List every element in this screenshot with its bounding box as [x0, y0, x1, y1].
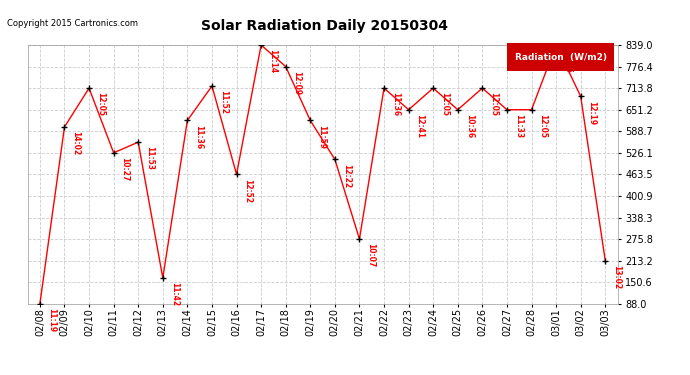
Text: 12:41: 12:41: [415, 114, 424, 138]
Text: 12:05: 12:05: [440, 92, 449, 116]
Text: 11:42: 11:42: [170, 282, 179, 306]
Text: 11:36: 11:36: [391, 92, 400, 116]
Text: 12:19: 12:19: [588, 100, 597, 124]
Text: 13:02: 13:02: [612, 265, 621, 289]
Text: 10:36: 10:36: [465, 114, 474, 138]
Text: 12:05: 12:05: [96, 92, 105, 116]
Text: 11:52: 11:52: [219, 90, 228, 114]
Text: Radiation  (W/m2): Radiation (W/m2): [515, 53, 607, 62]
Text: 12:05: 12:05: [538, 114, 547, 138]
Text: 12:09: 12:09: [293, 71, 302, 95]
Text: 12:14: 12:14: [268, 49, 277, 73]
Text: Solar Radiation Daily 20150304: Solar Radiation Daily 20150304: [201, 19, 448, 33]
Text: 10:07: 10:07: [366, 243, 375, 267]
Text: 12:05: 12:05: [563, 49, 572, 73]
Text: 12:52: 12:52: [244, 178, 253, 203]
Text: 12:22: 12:22: [342, 164, 351, 188]
Text: 11:36: 11:36: [195, 124, 204, 149]
Text: Copyright 2015 Cartronics.com: Copyright 2015 Cartronics.com: [7, 19, 138, 28]
Text: 12:05: 12:05: [489, 92, 498, 116]
Text: 11:19: 11:19: [47, 308, 56, 332]
Text: 11:33: 11:33: [514, 114, 523, 138]
Text: 10:27: 10:27: [121, 157, 130, 181]
Text: 14:02: 14:02: [72, 131, 81, 155]
Text: 11:59: 11:59: [317, 124, 326, 148]
Text: 11:53: 11:53: [145, 146, 154, 170]
